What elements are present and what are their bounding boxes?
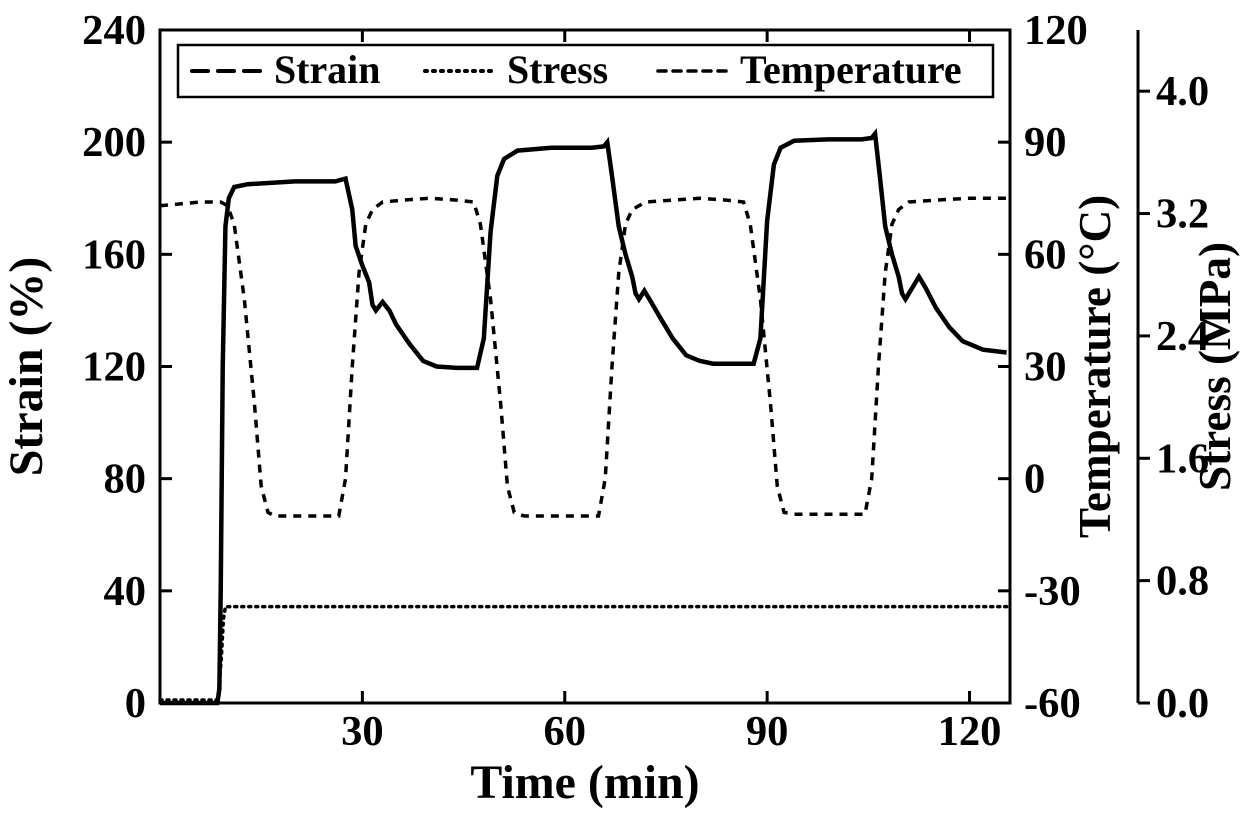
svg-text:120: 120 (1024, 7, 1088, 54)
svg-text:Stress (MPa): Stress (MPa) (1190, 242, 1240, 491)
svg-text:200: 200 (82, 119, 146, 166)
svg-text:30: 30 (1024, 344, 1067, 391)
svg-text:40: 40 (103, 568, 146, 615)
svg-text:0: 0 (125, 680, 146, 727)
svg-text:4.0: 4.0 (1156, 68, 1209, 115)
chart-container: 30 60 90 120 Time (min) 0 40 80 120 160 200 240 Stra… (0, 0, 1240, 833)
line-chart: 30 60 90 120 Time (min) 0 40 80 120 160 200 240 Stra… (0, 0, 1240, 833)
svg-text:90: 90 (1024, 119, 1067, 166)
svg-text:30: 30 (341, 708, 384, 755)
svg-text:Strain: Strain (274, 47, 380, 92)
svg-text:80: 80 (103, 456, 146, 503)
svg-text:0: 0 (1024, 456, 1045, 503)
svg-text:0.0: 0.0 (1156, 680, 1209, 727)
svg-text:60: 60 (543, 708, 586, 755)
svg-text:120: 120 (82, 344, 146, 391)
svg-text:-60: -60 (1024, 680, 1081, 727)
svg-text:Temperature (°C): Temperature (°C) (1070, 195, 1120, 538)
svg-text:0.8: 0.8 (1156, 558, 1209, 605)
svg-text:120: 120 (938, 708, 1002, 755)
svg-text:160: 160 (82, 231, 146, 278)
svg-text:3.2: 3.2 (1156, 191, 1209, 238)
svg-text:-30: -30 (1024, 568, 1081, 615)
svg-text:90: 90 (746, 708, 789, 755)
svg-text:Temperature: Temperature (740, 47, 962, 92)
svg-text:Time (min): Time (min) (470, 756, 699, 809)
svg-text:Stress: Stress (507, 47, 608, 92)
svg-text:60: 60 (1024, 231, 1067, 278)
svg-text:Strain (%): Strain (%) (0, 257, 53, 476)
svg-text:240: 240 (82, 7, 146, 54)
